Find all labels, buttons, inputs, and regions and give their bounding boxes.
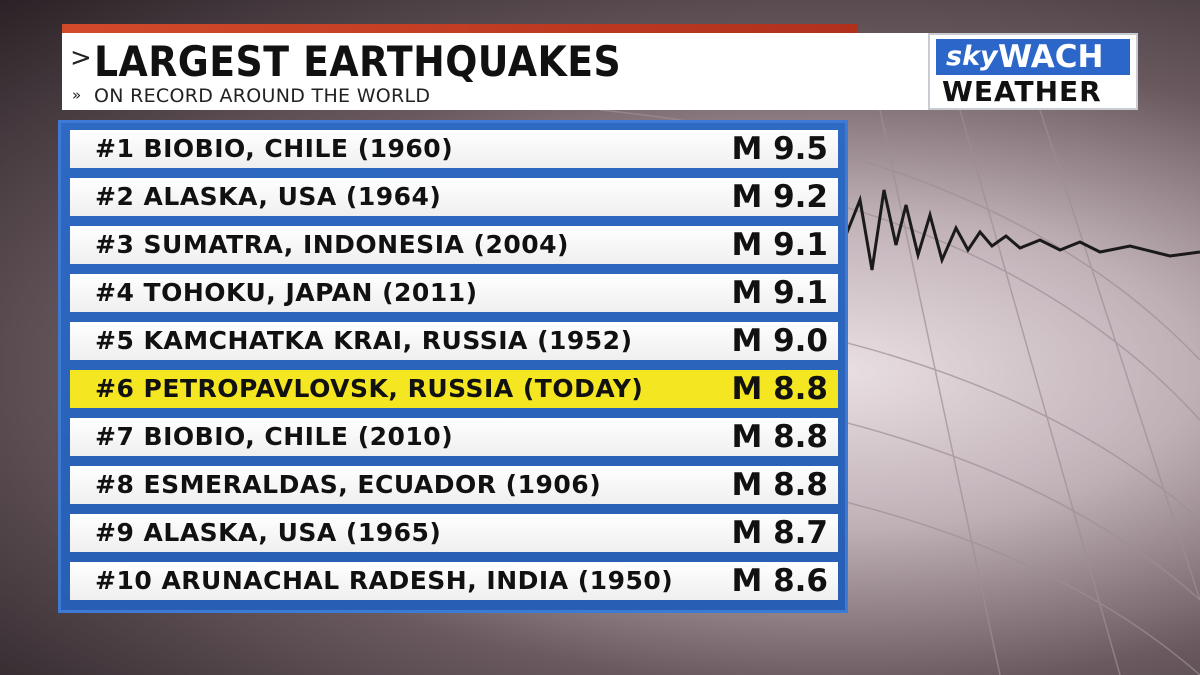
- list-row-7: #7 BIOBIO, CHILE (2010) M 8.8: [70, 418, 838, 456]
- skywach-weather-logo: sky WACH WEATHER: [928, 33, 1138, 110]
- logo-wach-text: WACH: [998, 39, 1104, 75]
- header: > LARGEST EARTHQUAKES » ON RECORD AROUND…: [62, 33, 938, 110]
- row-label: #3 SUMATRA, INDONESIA (2004): [95, 230, 569, 259]
- earthquake-list: #1 BIOBIO, CHILE (1960) M 9.5 #2 ALASKA,…: [58, 120, 848, 613]
- logo-weather-text: WEATHER: [942, 75, 1102, 108]
- row-magnitude: M 8.7: [731, 515, 828, 551]
- list-row-4: #4 TOHOKU, JAPAN (2011) M 9.1: [70, 274, 838, 312]
- row-label: #7 BIOBIO, CHILE (2010): [95, 422, 454, 451]
- list-row-10: #10 ARUNACHAL RADESH, INDIA (1950) M 8.6: [70, 562, 838, 600]
- list-row-9: #9 ALASKA, USA (1965) M 8.7: [70, 514, 838, 552]
- row-magnitude: M 9.5: [731, 131, 828, 167]
- title-chevron-icon: >: [70, 43, 92, 73]
- logo-sky-text: sky: [946, 41, 998, 72]
- row-magnitude: M 8.8: [731, 419, 828, 455]
- row-label: #4 TOHOKU, JAPAN (2011): [95, 278, 478, 307]
- list-row-3: #3 SUMATRA, INDONESIA (2004) M 9.1: [70, 226, 838, 264]
- page-subtitle: ON RECORD AROUND THE WORLD: [94, 85, 431, 107]
- row-label: #10 ARUNACHAL RADESH, INDIA (1950): [95, 566, 674, 595]
- list-row-1: #1 BIOBIO, CHILE (1960) M 9.5: [70, 130, 838, 168]
- row-magnitude: M 8.6: [731, 563, 828, 599]
- list-row-6-highlighted: #6 PETROPAVLOVSK, RUSSIA (TODAY) M 8.8: [70, 370, 838, 408]
- row-label: #2 ALASKA, USA (1964): [95, 182, 442, 211]
- list-row-8: #8 ESMERALDAS, ECUADOR (1906) M 8.8: [70, 466, 838, 504]
- logo-top-band: sky WACH: [936, 39, 1130, 75]
- row-magnitude: M 9.0: [731, 323, 828, 359]
- page-title: LARGEST EARTHQUAKES: [94, 37, 622, 86]
- subtitle-chevron-icon: »: [72, 86, 82, 104]
- row-label: #9 ALASKA, USA (1965): [95, 518, 442, 547]
- row-magnitude: M 9.1: [731, 227, 828, 263]
- list-row-5: #5 KAMCHATKA KRAI, RUSSIA (1952) M 9.0: [70, 322, 838, 360]
- row-label: #5 KAMCHATKA KRAI, RUSSIA (1952): [95, 326, 633, 355]
- row-label: #1 BIOBIO, CHILE (1960): [95, 134, 454, 163]
- row-magnitude: M 8.8: [731, 371, 828, 407]
- row-magnitude: M 9.1: [731, 275, 828, 311]
- row-label: #8 ESMERALDAS, ECUADOR (1906): [95, 470, 602, 499]
- row-magnitude: M 9.2: [731, 179, 828, 215]
- row-magnitude: M 8.8: [731, 467, 828, 503]
- header-accent-bar: [62, 24, 858, 33]
- list-row-2: #2 ALASKA, USA (1964) M 9.2: [70, 178, 838, 216]
- row-label: #6 PETROPAVLOVSK, RUSSIA (TODAY): [95, 374, 644, 403]
